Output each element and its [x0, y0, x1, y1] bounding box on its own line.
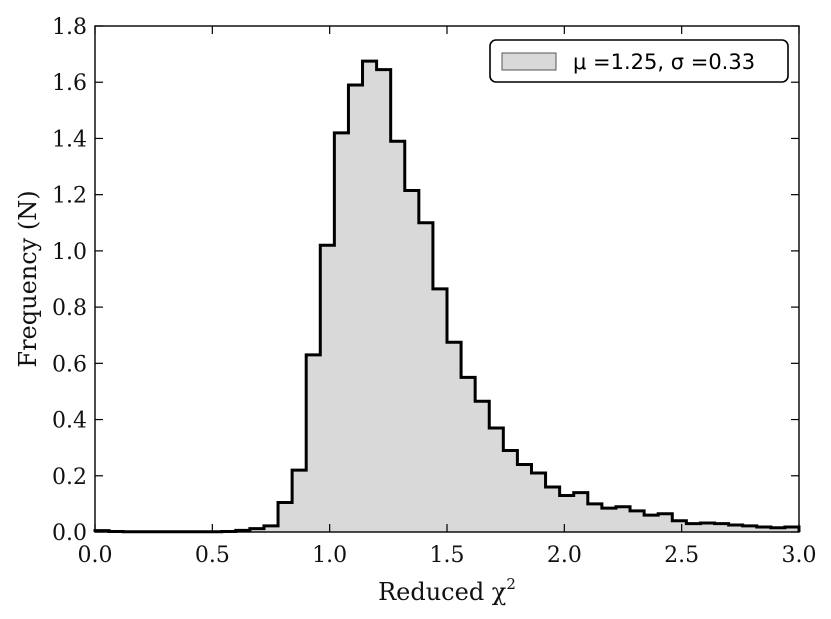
x-tick-label: 1.0: [312, 543, 347, 568]
histogram-bars: [95, 61, 800, 533]
histogram-bar: [503, 450, 518, 532]
histogram-bar: [559, 495, 575, 532]
y-tick-label: 0.8: [52, 296, 87, 321]
x-tick-label: 0.5: [195, 543, 230, 568]
x-tick-label: 2.0: [547, 543, 582, 568]
histogram-bar: [447, 342, 462, 532]
histogram-bar: [545, 487, 561, 532]
histogram-bar: [672, 520, 687, 532]
histogram-bar: [587, 503, 603, 532]
histogram-bar: [292, 470, 307, 532]
legend-label: μ =1.25, σ =0.33: [573, 50, 755, 74]
y-tick-label: 1.4: [52, 127, 87, 152]
histogram-bar: [278, 502, 293, 532]
histogram-bar: [756, 526, 772, 532]
histogram-bar: [461, 377, 476, 532]
histogram-bar: [475, 401, 490, 532]
y-tick-label: 1.8: [52, 15, 87, 40]
y-tick-label: 0.6: [52, 352, 87, 377]
histogram-bar: [644, 515, 659, 532]
histogram-bar: [517, 464, 532, 532]
legend-swatch: [501, 52, 557, 71]
histogram-bar: [390, 141, 406, 532]
legend: μ =1.25, σ =0.33: [489, 39, 789, 83]
histogram-bar: [306, 354, 321, 532]
histogram-bar: [249, 528, 265, 532]
x-axis-label: Reduced χ2: [378, 575, 516, 606]
histogram-bar: [334, 132, 349, 533]
histogram-bar: [263, 525, 279, 532]
histogram-bar: [630, 510, 645, 532]
histogram-bar: [770, 527, 786, 532]
histogram-bar: [728, 524, 744, 532]
histogram-bar: [615, 506, 631, 532]
y-axis-label: Frequency (N): [14, 190, 42, 367]
y-tick-label: 0.0: [52, 521, 87, 546]
histogram-bar: [362, 61, 377, 533]
x-tick-label: 2.5: [664, 543, 699, 568]
histogram-bar: [320, 245, 335, 532]
x-axis-label-superscript: 2: [506, 575, 516, 593]
histogram-bar: [714, 523, 729, 532]
histogram-bar: [573, 492, 589, 532]
x-tick-label: 1.5: [430, 543, 465, 568]
histogram-bar: [784, 526, 800, 532]
histogram-bar: [376, 69, 392, 533]
histogram-bar: [742, 525, 758, 532]
histogram-bar: [601, 508, 617, 532]
histogram-bar: [348, 85, 363, 533]
x-tick-label: 3.0: [782, 543, 817, 568]
histogram-bar: [700, 523, 715, 532]
y-tick-label: 1.0: [52, 240, 87, 265]
histogram-bar: [531, 472, 546, 532]
y-tick-label: 1.2: [52, 184, 87, 209]
x-tick-label: 0.0: [78, 543, 113, 568]
histogram-outline: [93, 59, 801, 534]
plot-area-frame: [94, 25, 800, 533]
histogram-bar: [432, 288, 448, 532]
x-tick-labels: 0.0 0.5 1.0 1.5 2.0 2.5 3.0: [78, 543, 817, 568]
y-tick-label: 0.4: [52, 409, 87, 434]
y-tick-label: 1.6: [52, 71, 87, 96]
histogram-bar: [404, 190, 420, 532]
histogram-bar: [658, 513, 673, 532]
y-tick-labels: 0.0 0.2 0.4 0.6 0.8 1.0 1.2 1.4 1.6 1.8: [52, 15, 87, 546]
y-tick-label: 0.2: [52, 465, 87, 490]
legend-box: [489, 39, 789, 83]
histogram-bar: [489, 427, 504, 532]
histogram-bar: [418, 222, 434, 532]
histogram-bar: [686, 523, 701, 532]
